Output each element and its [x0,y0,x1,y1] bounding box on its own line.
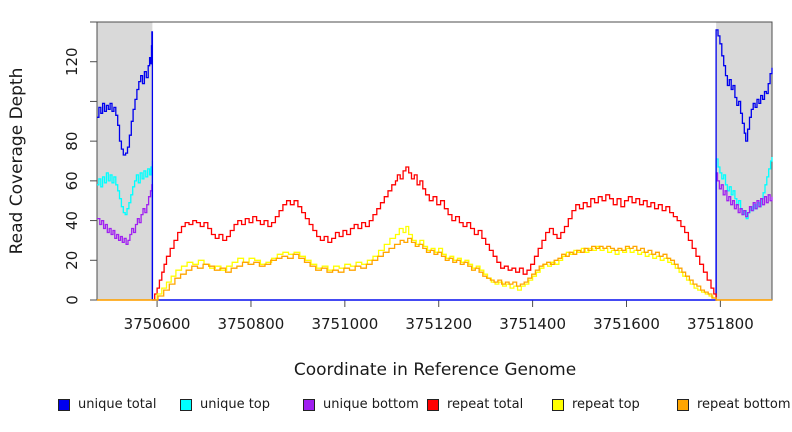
legend-label: repeat bottom [697,397,791,412]
x-tick-label: 3751400 [499,315,566,333]
y-tick-label: 60 [63,171,81,190]
legend-swatch-repeat-total [427,398,439,411]
legend-label: unique bottom [323,397,419,412]
x-tick-label: 3751000 [311,315,378,333]
y-tick-label: 0 [63,295,81,305]
x-tick-label: 3751600 [593,315,660,333]
legend-swatch-unique-bottom [303,398,315,411]
legend-item-unique-bottom: unique bottom [303,397,419,412]
legend-swatch-repeat-bottom [677,398,689,411]
series-repeat-top-line [97,225,772,301]
legend-label: unique top [200,397,271,412]
series-unique-total-line [97,29,773,301]
legend-label: repeat total [447,397,524,412]
legend-label: repeat top [572,397,640,412]
y-axis-title: Read Coverage Depth [7,67,27,255]
legend-label: unique total [78,397,157,412]
legend-item-repeat-total: repeat total [427,397,523,412]
legend-item-unique-total: unique total [58,397,156,412]
y-tick-label: 20 [63,251,81,270]
legend: unique total unique top unique bottom repea… [0,397,792,419]
legend-item-unique-top: unique top [180,397,270,412]
y-tick-label: 120 [63,47,81,76]
y-tick-label: 40 [63,211,81,230]
x-axis-title: Coordinate in Reference Genome [293,360,577,380]
legend-item-repeat-bottom: repeat bottom [677,397,791,412]
shaded-region-0 [97,22,153,300]
x-tick-label: 3750600 [124,315,191,333]
y-tick-label: 80 [63,132,81,151]
legend-swatch-unique-top [180,398,192,411]
series-unique-bottom-line [97,172,773,301]
x-tick-label: 3751200 [405,315,472,333]
shaded-region-1 [716,22,772,300]
x-tick-label: 3751800 [687,315,754,333]
x-tick-label: 3750800 [218,315,285,333]
series-repeat-bottom-line [97,237,772,301]
series-unique-top-line [97,157,773,301]
legend-swatch-unique-total [58,398,70,411]
legend-swatch-repeat-top [552,398,564,411]
legend-item-repeat-top: repeat top [552,397,640,412]
series-repeat-total-line [97,166,772,301]
